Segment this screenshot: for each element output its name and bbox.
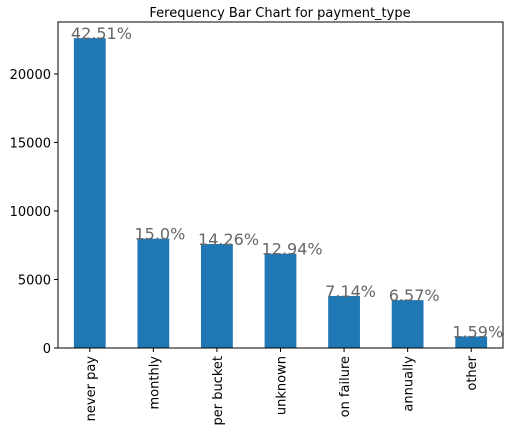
bar [201,244,233,348]
bar [73,38,106,348]
chart-title: Ferequency Bar Chart for payment_type [149,6,410,21]
x-tick-label: unknown [275,356,290,415]
annotation: 7.14% [325,282,376,301]
x-tick-label: on failure [338,356,353,417]
annotation: 14.26% [198,230,259,249]
y-tick-label: 0 [43,342,51,357]
y-tick-label: 10000 [10,205,51,220]
x-tick-label: never pay [84,356,99,422]
annotation: 15.0% [134,225,185,244]
bar [328,295,360,348]
x-tick-label: monthly [147,356,162,410]
x-tick-label: other [465,355,480,390]
y-tick-label: 5000 [18,273,51,288]
annotation: 1.59% [452,322,503,341]
x-tick-label: per bucket [211,356,226,426]
annotation: 6.57% [389,286,440,305]
bar [455,336,488,348]
bar [137,238,170,348]
plot-frame [57,21,504,349]
bar [391,300,424,348]
x-tick-label: annually [402,356,417,412]
annotation: 42.51% [71,24,132,43]
bar [264,253,297,348]
y-tick-label: 20000 [10,68,51,83]
y-tick-label: 15000 [10,136,51,151]
annotation: 12.94% [262,240,323,259]
